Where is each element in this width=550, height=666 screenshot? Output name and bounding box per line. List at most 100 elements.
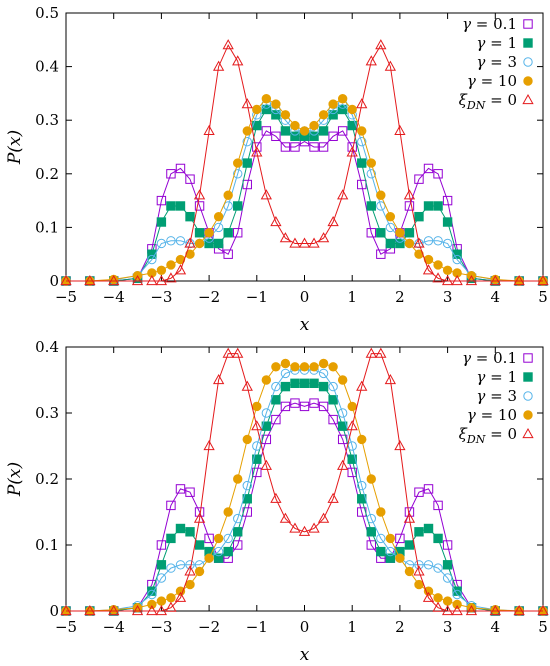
data-point bbox=[328, 395, 338, 405]
data-point bbox=[328, 99, 338, 109]
y-tick-label: 0.3 bbox=[35, 404, 59, 422]
legend-marker bbox=[523, 38, 533, 48]
data-point bbox=[156, 573, 167, 583]
data-point bbox=[318, 401, 329, 412]
data-point bbox=[489, 274, 501, 286]
legend-marker bbox=[523, 391, 533, 401]
data-point bbox=[271, 362, 281, 372]
legend-label: γ = 3 bbox=[476, 53, 517, 71]
data-point bbox=[452, 254, 462, 265]
data-point bbox=[156, 540, 167, 550]
data-point bbox=[260, 459, 272, 470]
x-tick-label: −3 bbox=[150, 288, 172, 306]
data-point bbox=[309, 131, 319, 141]
legend-marker bbox=[522, 427, 534, 439]
data-point bbox=[423, 236, 434, 246]
legend-marker bbox=[523, 353, 533, 363]
data-point bbox=[442, 560, 453, 570]
y-tick-label: 0.4 bbox=[35, 58, 59, 76]
data-point bbox=[309, 120, 319, 131]
data-point bbox=[131, 604, 144, 616]
data-point bbox=[309, 142, 319, 152]
data-point bbox=[299, 126, 310, 136]
data-point bbox=[175, 523, 186, 534]
legend-marker bbox=[523, 76, 533, 86]
data-point bbox=[194, 540, 205, 550]
data-point bbox=[337, 94, 348, 104]
x-tick-label: 3 bbox=[443, 288, 453, 306]
series-3 bbox=[61, 94, 548, 286]
plot-frame bbox=[65, 12, 544, 282]
data-point bbox=[404, 238, 415, 249]
data-point bbox=[365, 347, 377, 358]
data-point bbox=[346, 420, 358, 431]
y-tick-label: 0 bbox=[49, 272, 59, 290]
data-point bbox=[260, 189, 272, 200]
x-tick-label: −3 bbox=[150, 618, 172, 636]
data-point bbox=[385, 546, 396, 557]
data-point bbox=[395, 553, 405, 563]
data-point bbox=[242, 158, 252, 168]
data-point bbox=[347, 441, 357, 451]
data-point bbox=[60, 274, 72, 286]
data-point bbox=[270, 216, 282, 227]
data-point bbox=[366, 513, 376, 524]
data-point bbox=[242, 179, 252, 190]
data-point bbox=[433, 201, 443, 211]
data-point bbox=[156, 596, 167, 606]
data-point bbox=[290, 131, 300, 141]
data-point bbox=[185, 527, 195, 537]
data-point bbox=[433, 260, 443, 270]
data-point bbox=[423, 484, 434, 494]
data-point bbox=[385, 238, 396, 249]
data-point bbox=[212, 373, 225, 385]
data-point bbox=[442, 195, 453, 206]
data-point bbox=[337, 408, 348, 418]
data-point bbox=[156, 238, 167, 249]
x-tick-label: 1 bbox=[347, 618, 357, 636]
data-point bbox=[261, 375, 272, 385]
data-point bbox=[280, 110, 291, 120]
data-point bbox=[308, 522, 320, 533]
data-point bbox=[213, 553, 224, 563]
data-point bbox=[537, 604, 549, 616]
data-point bbox=[290, 362, 300, 372]
data-point bbox=[433, 169, 443, 179]
data-point bbox=[433, 593, 443, 603]
data-point bbox=[156, 265, 167, 275]
y-axis-label: P(x) bbox=[5, 462, 25, 497]
data-point bbox=[465, 274, 478, 286]
data-point bbox=[193, 189, 206, 200]
data-point bbox=[413, 237, 425, 248]
data-point bbox=[308, 237, 320, 248]
data-point bbox=[108, 604, 120, 616]
data-point bbox=[327, 216, 339, 227]
y-tick-label: 0 bbox=[49, 602, 59, 620]
data-point bbox=[280, 358, 291, 369]
data-point bbox=[309, 398, 319, 408]
data-point bbox=[146, 604, 158, 616]
data-point bbox=[271, 414, 281, 425]
x-tick-label: −5 bbox=[55, 618, 77, 636]
data-point bbox=[280, 368, 291, 379]
data-point bbox=[422, 264, 435, 275]
data-point bbox=[204, 238, 214, 249]
data-point bbox=[233, 540, 243, 550]
data-point bbox=[309, 362, 319, 372]
data-point bbox=[423, 560, 434, 570]
data-point bbox=[279, 512, 292, 523]
legend-marker bbox=[523, 57, 533, 67]
data-point bbox=[242, 136, 252, 147]
data-point bbox=[433, 500, 443, 511]
data-point bbox=[452, 268, 462, 278]
series-line bbox=[66, 402, 543, 612]
data-point bbox=[299, 362, 310, 372]
data-point bbox=[213, 546, 224, 557]
y-tick-label: 0.5 bbox=[35, 4, 59, 22]
legend-label: ξDN = 0 bbox=[459, 91, 517, 112]
data-point bbox=[289, 237, 301, 248]
data-point bbox=[327, 492, 339, 503]
data-point bbox=[271, 395, 281, 405]
data-point bbox=[452, 249, 462, 259]
